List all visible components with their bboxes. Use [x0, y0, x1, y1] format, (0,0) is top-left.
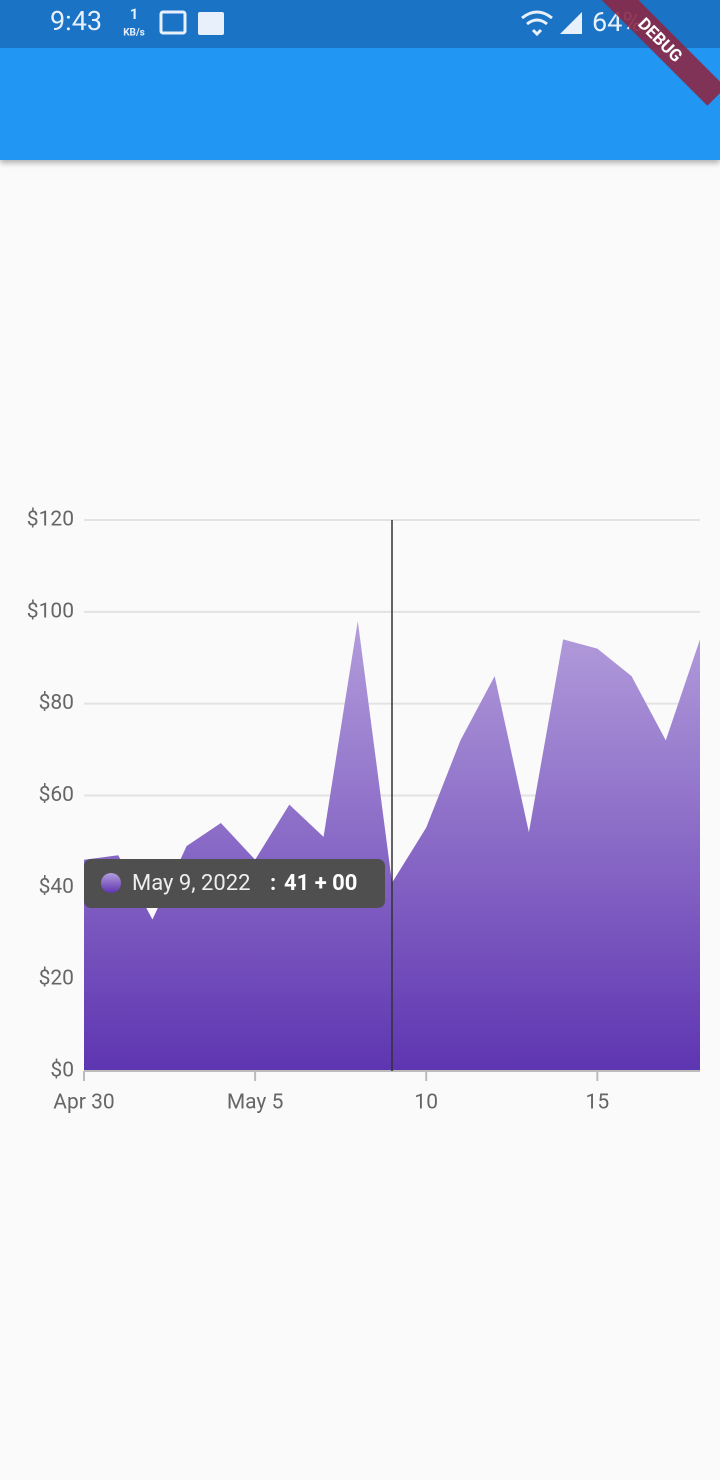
y-tick-label: $0 [50, 1059, 74, 1083]
wifi-icon [521, 10, 553, 37]
x-tick-label: Apr 30 [53, 1091, 114, 1115]
signal-icon [560, 12, 582, 34]
tooltip-separator: : [270, 871, 276, 896]
chart: $0 $20 $40 $60 $80 $100 $120 Apr 30 May 5 10 15 May… [27, 508, 700, 1115]
tooltip-label: May 9, 2022 [132, 871, 251, 896]
y-tick-label: $60 [39, 783, 74, 807]
y-tick-label: $80 [39, 691, 74, 715]
app-icon [198, 12, 224, 35]
tooltip: May 9, 2022:41 + 00 [84, 859, 385, 908]
area [84, 621, 700, 1071]
app-bar [0, 48, 720, 160]
tooltip-marker [101, 873, 121, 893]
x-tick-label: 15 [586, 1091, 610, 1115]
y-tick-label: $100 [27, 599, 74, 623]
speed-unit: KB/s [123, 28, 145, 39]
y-tick-label: $40 [39, 875, 74, 899]
x-tick-label: 10 [414, 1091, 438, 1115]
speed: 1 [130, 5, 139, 23]
status-bar [0, 0, 720, 48]
clock: 9:43 [50, 5, 102, 37]
y-tick-label: $120 [27, 508, 74, 532]
tooltip-box [84, 859, 385, 908]
debug-ribbon [594, 0, 720, 106]
tooltip-value: 41 + 00 [284, 871, 357, 896]
gallery-icon [159, 10, 187, 35]
y-tick-label: $20 [39, 967, 74, 991]
x-tick-label: May 5 [227, 1091, 284, 1115]
